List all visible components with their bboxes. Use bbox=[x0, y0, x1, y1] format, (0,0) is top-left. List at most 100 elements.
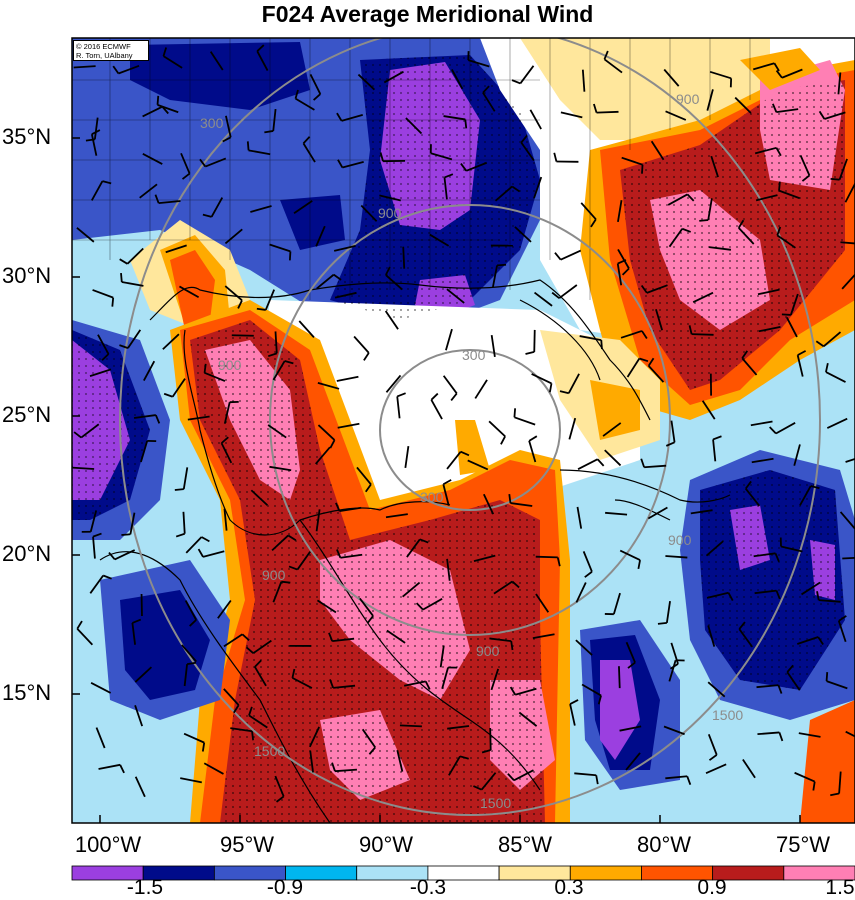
wind-barb bbox=[665, 555, 688, 559]
wind-barb bbox=[579, 335, 602, 341]
wind-barb-flag bbox=[337, 159, 344, 168]
wind-barb bbox=[705, 540, 724, 557]
wind-barb bbox=[780, 545, 803, 553]
wind-barb bbox=[430, 399, 443, 420]
wind-barb bbox=[90, 682, 112, 694]
wind-barb bbox=[799, 485, 812, 506]
wind-barb-flag bbox=[163, 392, 173, 398]
contour-label: 300 bbox=[200, 115, 224, 131]
wind-barb bbox=[535, 593, 550, 613]
wind-barb-flag bbox=[329, 439, 336, 449]
wind-barb-flag bbox=[237, 299, 243, 309]
lon-label: 80°W bbox=[636, 832, 692, 857]
wind-barb bbox=[840, 241, 855, 245]
wind-barb bbox=[519, 65, 535, 84]
wind-barb-flag bbox=[464, 119, 468, 129]
wind-barb bbox=[786, 317, 798, 338]
wind-barb bbox=[157, 103, 179, 114]
lat-label: 15°N bbox=[2, 680, 52, 705]
wind-barb bbox=[575, 639, 593, 656]
wind-barb bbox=[442, 375, 458, 394]
wind-barb bbox=[707, 681, 726, 698]
wind-barb bbox=[750, 420, 773, 427]
wind-barb bbox=[445, 328, 453, 351]
wind-barb-flag bbox=[333, 273, 342, 281]
wind-barb bbox=[707, 625, 716, 647]
wind-barb-flag bbox=[554, 252, 562, 261]
wind-barb-flag bbox=[424, 681, 431, 690]
wind-barb-flag bbox=[201, 536, 210, 543]
wind-barb bbox=[823, 331, 842, 348]
wind-barb bbox=[89, 510, 98, 532]
lon-label: 75°W bbox=[775, 832, 831, 857]
wind-barb bbox=[269, 243, 291, 253]
contour-label: 900 bbox=[476, 643, 500, 659]
contour-label: 1500 bbox=[480, 795, 511, 811]
wind-barb-flag bbox=[396, 392, 406, 398]
wind-barb bbox=[356, 466, 372, 485]
wind-barb-flag bbox=[496, 263, 507, 267]
wind-barb-flag bbox=[511, 185, 521, 193]
wind-barb bbox=[441, 667, 449, 689]
wind-barb bbox=[309, 73, 322, 95]
wind-barb bbox=[708, 246, 732, 251]
wind-barb bbox=[465, 161, 488, 172]
wind-barb bbox=[626, 358, 641, 378]
wind-barb bbox=[707, 198, 713, 221]
wind-barb bbox=[223, 688, 240, 706]
wind-barb bbox=[665, 775, 688, 780]
wind-barb bbox=[619, 725, 642, 732]
wind-barb bbox=[751, 457, 774, 464]
wind-barb-flag bbox=[569, 699, 579, 705]
wind-barb-flag bbox=[241, 633, 250, 641]
wind-barb bbox=[332, 637, 355, 643]
wind-barb bbox=[734, 96, 752, 114]
wind-barb bbox=[121, 281, 144, 287]
wind-barb bbox=[93, 117, 99, 140]
wind-barb-flag bbox=[460, 163, 468, 172]
wind-barb-flag bbox=[246, 141, 250, 151]
wind-barb bbox=[757, 731, 780, 736]
wind-barb-flag bbox=[281, 580, 291, 584]
wind-barb bbox=[209, 51, 224, 71]
wind-barb bbox=[513, 769, 534, 782]
wind-barb bbox=[786, 671, 801, 691]
lat-label: 20°N bbox=[2, 541, 52, 566]
contour-label: 300 bbox=[462, 347, 486, 363]
wind-barb bbox=[405, 117, 423, 135]
wind-barb bbox=[89, 368, 112, 378]
wind-barb bbox=[80, 423, 100, 439]
wind-barb bbox=[217, 599, 232, 619]
wind-barb bbox=[707, 734, 718, 756]
wind-barb bbox=[574, 772, 597, 777]
wind-barb bbox=[383, 70, 404, 84]
wind-barb bbox=[738, 628, 753, 648]
wind-barb bbox=[756, 684, 779, 689]
wind-barb bbox=[92, 289, 114, 299]
wind-barb bbox=[446, 558, 451, 581]
wind-barb bbox=[602, 422, 622, 437]
wind-barb bbox=[73, 65, 96, 69]
wind-barb bbox=[341, 114, 363, 122]
wind-barb-flag bbox=[556, 557, 561, 567]
wind-barb-flag bbox=[627, 661, 636, 669]
credit-box: © 2016 ECMWF R. Torn, UAlbany bbox=[73, 40, 149, 61]
wind-barb bbox=[162, 333, 180, 350]
wind-barb-flag bbox=[248, 706, 253, 716]
wind-barb-flag bbox=[251, 731, 255, 741]
wind-barb bbox=[180, 152, 191, 174]
lon-label: 100°W bbox=[74, 832, 142, 857]
wind-barb-flag bbox=[336, 549, 342, 559]
wind-barb-flag bbox=[162, 47, 168, 57]
wind-barb bbox=[754, 146, 777, 155]
wind-barb bbox=[223, 401, 231, 424]
wind-barb bbox=[185, 536, 203, 554]
wind-barb bbox=[799, 154, 811, 176]
wind-barb bbox=[796, 354, 804, 377]
wind-barb bbox=[797, 636, 819, 645]
wind-barb bbox=[139, 183, 158, 199]
wind-barb bbox=[490, 668, 500, 691]
wind-barb bbox=[163, 55, 183, 69]
wind-barb bbox=[473, 554, 496, 562]
wind-barb bbox=[224, 285, 243, 302]
